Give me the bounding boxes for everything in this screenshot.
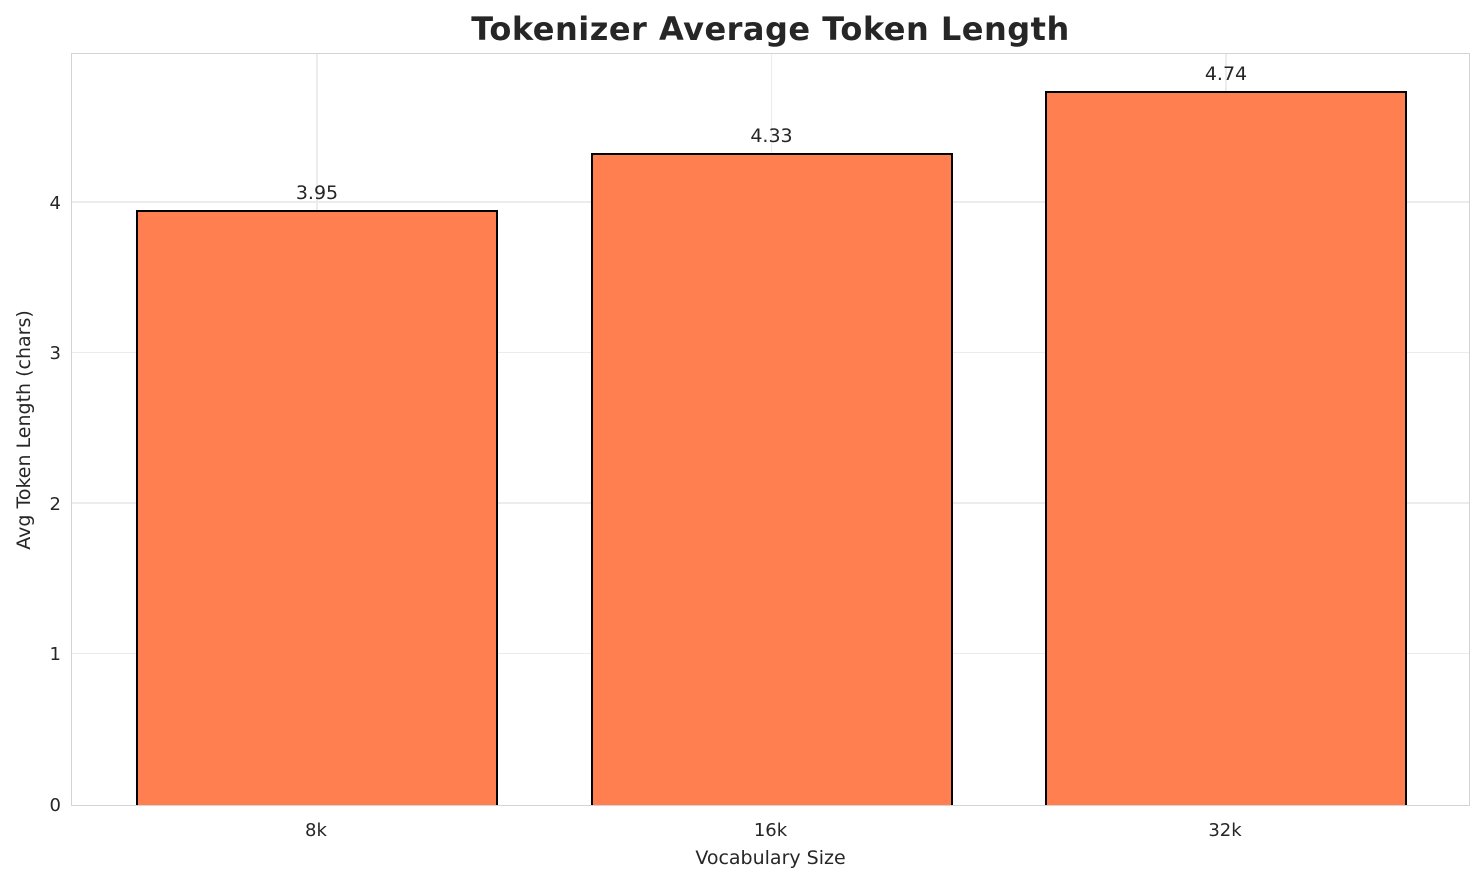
- bar-value-label: 4.33: [750, 124, 793, 147]
- y-tick-label: 4: [49, 192, 61, 214]
- y-tick-label: 3: [49, 343, 61, 365]
- chart-title: Tokenizer Average Token Length: [471, 10, 1070, 48]
- x-axis-label: Vocabulary Size: [695, 847, 846, 869]
- y-axis-label: Avg Token Length (chars): [13, 310, 35, 550]
- bar-value-label: 4.74: [1204, 63, 1248, 86]
- x-tick-label: 8k: [305, 820, 327, 841]
- y-tick-label: 1: [49, 644, 61, 666]
- y-tick-label: 0: [49, 795, 61, 816]
- plot-area: 3.95 4.33 4.74: [71, 53, 1470, 806]
- bar-8k: [136, 210, 498, 805]
- x-tick-label: 32k: [1208, 820, 1242, 841]
- x-tick-label: 16k: [753, 820, 788, 841]
- bar-value-label: 3.95: [295, 182, 339, 205]
- bar-16k: [590, 152, 953, 805]
- bar-32k: [1045, 91, 1407, 805]
- y-tick-label: 2: [49, 493, 61, 515]
